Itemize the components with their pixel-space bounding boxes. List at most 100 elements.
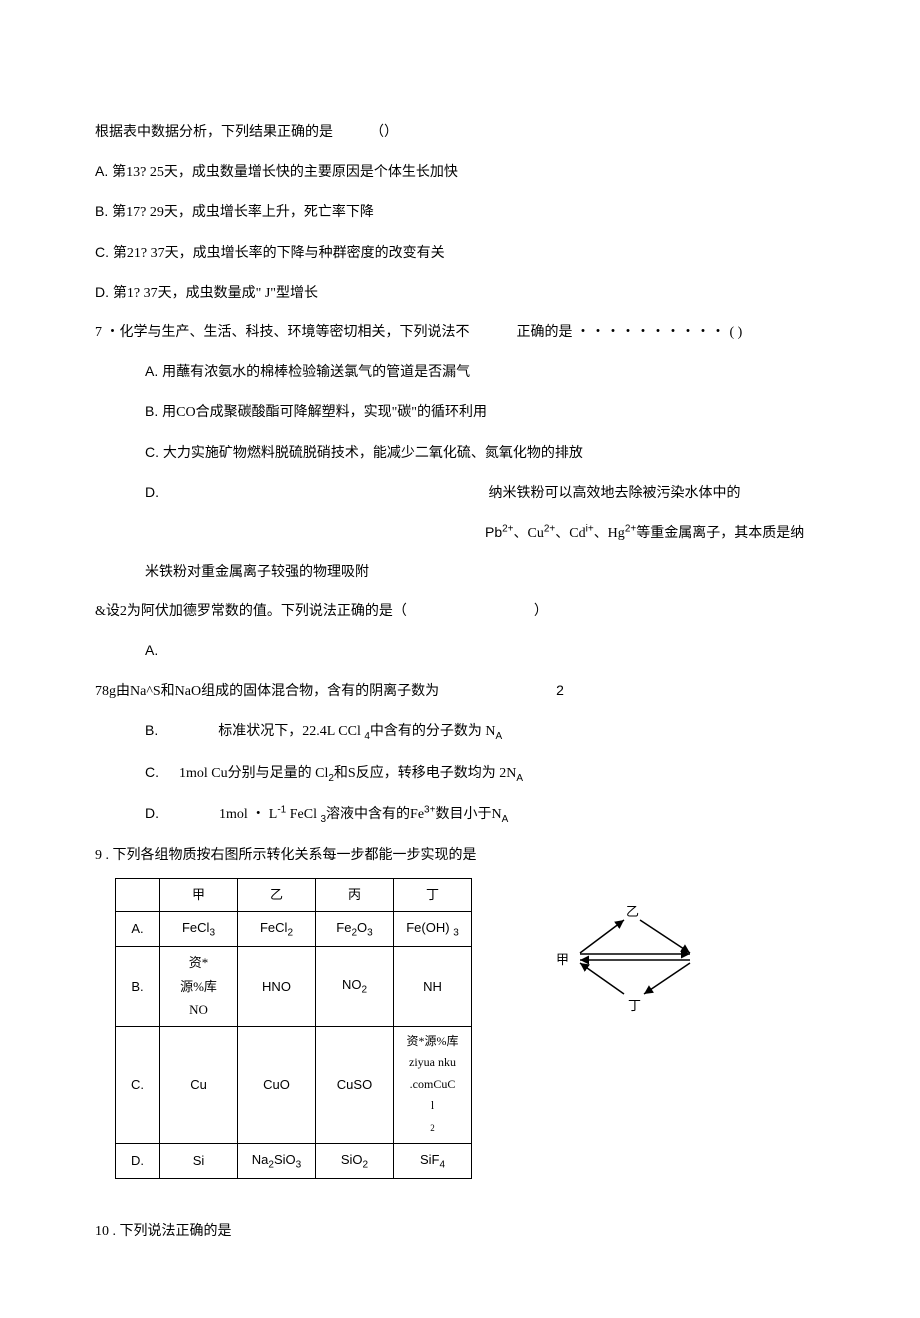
cell: Fe2O3 [316, 911, 394, 947]
q8-option-D: D.1mol ・ L-1 FeCl 3溶液中含有的Fe3+数目小于NA [95, 801, 825, 829]
q7-D-text4: 米铁粉对重金属离子较强的物理吸附 [145, 565, 369, 580]
cell: NH [394, 947, 472, 1026]
table-header-row: 甲 乙 丙 丁 [116, 879, 472, 911]
q8-A: A. [145, 642, 158, 658]
cell-D-label: D. [116, 1143, 160, 1179]
q-intro-line: 根据表中数据分析，下列结果正确的是 （） [95, 120, 825, 145]
table-row: B. 资*源%库NO HNO NO2 NH [116, 947, 472, 1026]
q8-D-p2: 数目小于N [435, 807, 501, 822]
q8-D-mid: FeCl [286, 807, 320, 822]
q-intro-text: 根据表中数据分析，下列结果正确的是 [95, 125, 333, 140]
q6-option-A: A. 第13? 25天，成虫数量增长快的主要原因是个体生长加快 [95, 159, 825, 185]
diagram-node-left: 甲 [556, 948, 569, 971]
q10-stem-text: 10 . 下列说法正确的是 [95, 1224, 232, 1239]
q8-C-mid: 和S反应，转移电子数均为 2N [334, 766, 516, 781]
q7-B-text: 用CO合成聚碳酸酯可降解塑料，实现"碳"的循环利用 [162, 405, 487, 420]
table-row: D. Si Na2SiO3 SiO2 SiF4 [116, 1143, 472, 1179]
q7-A-text: 用蘸有浓氨水的棉棒检验输送氯气的管道是否漏气 [162, 365, 470, 380]
th-ding: 丁 [394, 879, 472, 911]
q8-option-C: C.1mol Cu分别与足量的 Cl2和S反应，转移电子数均为 2NA [95, 760, 825, 788]
pb-text: Pb [485, 524, 502, 540]
th-yi: 乙 [238, 879, 316, 911]
cell-C-label: C. [116, 1026, 160, 1143]
q6-C-text: 第21? 37天，成虫增长率的下降与种群密度的改变有关 [113, 246, 445, 261]
cell: SiO2 [316, 1143, 394, 1179]
q6-B-text: 第17? 29天，成虫增长率上升，死亡率下降 [112, 205, 374, 220]
cd-sup: i+ [586, 523, 594, 534]
q8-D-p1: 溶液中含有的Fe [326, 807, 424, 822]
q-intro-paren: （） [370, 125, 398, 140]
cell: NO2 [316, 947, 394, 1026]
sep2: 、Cd [555, 526, 585, 541]
q7-option-D-line3: 米铁粉对重金属离子较强的物理吸附 [95, 560, 825, 585]
q7-stem-text: 7 ・化学与生产、生活、科技、环境等密切相关，下列说法不 [95, 325, 470, 340]
q8-B-post: 中含有的分子数为 N [370, 724, 496, 739]
cell-A-label: A. [116, 911, 160, 947]
cell: CuO [238, 1026, 316, 1143]
q8-D-pre: 1mol ・ L [219, 807, 277, 822]
q8-C-label: C. [145, 764, 159, 780]
sep3: 、Hg [594, 526, 625, 541]
q8-C-pre: 1mol Cu分别与足量的 Cl [179, 766, 328, 781]
q8-B-na: A [496, 731, 503, 742]
q7-paren: ( ) [730, 325, 743, 340]
q6-option-D: D. 第1? 37天，成虫数量成" J"型增长 [95, 280, 825, 306]
table-row: A. FeCl3 FeCl2 Fe2O3 Fe(OH) 3 [116, 911, 472, 947]
q6-D-text: 第1? 37天，成虫数量成" J"型增长 [113, 286, 318, 301]
cell: CuSO [316, 1026, 394, 1143]
q8-option-B: B.标准状况下，22.4L CCl 4中含有的分子数为 NA [95, 718, 825, 746]
q8-stem: &设2为阿伏加德罗常数的值。下列说法正确的是（ ） [95, 599, 825, 624]
cell: Si [160, 1143, 238, 1179]
diagram-node-bottom: 丁 [628, 994, 641, 1017]
q8-A-t2: 2 [556, 682, 564, 698]
cell: Na2SiO3 [238, 1143, 316, 1179]
cell: Cu [160, 1026, 238, 1143]
q8-D-label: D. [145, 805, 159, 821]
q8-B-text: 标准状况下，22.4L CCl [218, 724, 364, 739]
q7-dots: ・・・・・・・・・・ [576, 325, 726, 340]
cell: FeCl2 [238, 911, 316, 947]
pb-sup: 2+ [502, 523, 513, 534]
q8-C-na: A [516, 772, 523, 783]
q6-A-text: 第13? 25天，成虫数量增长快的主要原因是个体生长加快 [112, 165, 458, 180]
q8-D-sup: -1 [277, 805, 286, 816]
q7-option-A: A. 用蘸有浓氨水的棉棒检验输送氯气的管道是否漏气 [95, 359, 825, 385]
q9-stem: 9 . 下列各组物质按右图所示转化关系每一步都能一步实现的是 [95, 843, 825, 868]
q7-option-D-line1: D. 纳米铁粉可以高效地去除被污染水体中的 [95, 480, 825, 506]
document-page: 根据表中数据分析，下列结果正确的是 （） A. 第13? 25天，成虫数量增长快… [0, 0, 920, 1318]
q7-D-label: D. [145, 480, 485, 505]
cell: SiF4 [394, 1143, 472, 1179]
q9-diagram: 乙 甲 丁 [552, 898, 712, 1018]
cell: 资*源%库ziyua nku.comCuCl2 [394, 1026, 472, 1143]
q7-D-text1: 纳米铁粉可以高效地去除被污染水体中的 [489, 486, 741, 501]
q8-D-na: A [502, 814, 509, 825]
q8-option-A-label: A. [95, 638, 825, 663]
q6-option-C: C. 第21? 37天，成虫增长率的下降与种群密度的改变有关 [95, 240, 825, 266]
q8-stem-text: &设2为阿伏加德罗常数的值。下列说法正确的是（ [95, 604, 407, 619]
q8-D-sup2: 3+ [424, 805, 435, 816]
q9-stem-text: 9 . 下列各组物质按右图所示转化关系每一步都能一步实现的是 [95, 848, 477, 863]
q9-content: 甲 乙 丙 丁 A. FeCl3 FeCl2 Fe2O3 Fe(OH) 3 B.… [95, 878, 825, 1179]
sep1: 、Cu [514, 526, 544, 541]
q9-table: 甲 乙 丙 丁 A. FeCl3 FeCl2 Fe2O3 Fe(OH) 3 B.… [115, 878, 472, 1179]
cell: HNO [238, 947, 316, 1026]
th-jia: 甲 [160, 879, 238, 911]
q8-B-label: B. [145, 722, 158, 738]
q8-A-t1: 78g由Na^S和NaO组成的固体混合物，含有的阴离子数为 [95, 684, 439, 699]
ions-post: 等重金属离子，其本质是纳 [636, 526, 804, 541]
q8-stem-close: ） [534, 604, 548, 619]
cell: 资*源%库NO [160, 947, 238, 1026]
q7-stem2: 正确的是 [517, 325, 573, 340]
hg-sup: 2+ [625, 523, 636, 534]
cell-B-label: B. [116, 947, 160, 1026]
q7-option-D-line2: Pb2+、Cu2+、Cdi+、Hg2+等重金属离子，其本质是纳 [95, 520, 825, 546]
q7-option-C: C. 大力实施矿物燃料脱硫脱硝技术，能减少二氧化硫、氮氧化物的排放 [95, 440, 825, 466]
q7-C-text: 大力实施矿物燃料脱硫脱硝技术，能减少二氧化硫、氮氧化物的排放 [163, 446, 583, 461]
table-row: C. Cu CuO CuSO 资*源%库ziyua nku.comCuCl2 [116, 1026, 472, 1143]
th-bing: 丙 [316, 879, 394, 911]
q8-option-A-text: 78g由Na^S和NaO组成的固体混合物，含有的阴离子数为 2 [95, 678, 825, 704]
cu-sup: 2+ [544, 523, 555, 534]
cell: FeCl3 [160, 911, 238, 947]
cell: Fe(OH) 3 [394, 911, 472, 947]
q6-option-B: B. 第17? 29天，成虫增长率上升，死亡率下降 [95, 199, 825, 225]
